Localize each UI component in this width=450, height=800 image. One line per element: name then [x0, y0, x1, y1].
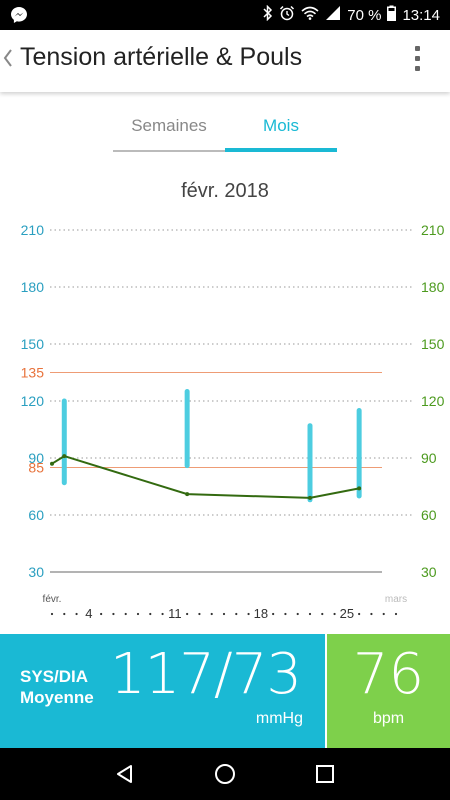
x-day-dot [50, 612, 54, 616]
x-day-dot [198, 612, 201, 616]
x-day-dot [272, 612, 275, 616]
right-axis-tick-label: 150 [421, 336, 445, 352]
x-day-dot [247, 612, 250, 616]
right-axis-tick-label: 90 [421, 450, 437, 466]
pulse-point [50, 461, 54, 466]
bp-average-value: 117/73 [109, 642, 302, 707]
bp-label-line2: Moyenne [20, 688, 94, 707]
pulse-point [62, 454, 67, 459]
messenger-icon [10, 6, 28, 24]
system-nav-bar [0, 748, 450, 800]
x-day-dot [235, 612, 238, 616]
x-start-label: févr. [43, 594, 62, 605]
bp-pulse-chart: 135 85 30 60 90 120 150 180 210 30 60 90 120 150 180 21… [21, 222, 445, 621]
bp-label-line1: SYS/DIA [20, 667, 89, 686]
more-vert-icon[interactable] [412, 46, 422, 76]
x-day-dot [358, 612, 361, 616]
x-day-dot [100, 612, 103, 616]
x-day-dot [394, 612, 398, 616]
pulse-line [51, 455, 360, 499]
left-axis-tick-label: 150 [21, 336, 45, 352]
home-circle-icon[interactable] [195, 748, 255, 800]
month-title: févr. 2018 [181, 180, 269, 202]
left-axis-tick-label: 180 [21, 279, 45, 295]
pulse-unit: bpm [372, 710, 405, 727]
x-day-dot [186, 612, 189, 616]
threshold-label: 135 [21, 365, 45, 381]
x-day-dot [75, 612, 78, 616]
tab-weeks[interactable]: Semaines [113, 112, 225, 152]
recents-square-icon[interactable] [295, 748, 355, 800]
bluetooth-icon [263, 4, 273, 25]
x-day-dot [382, 612, 385, 616]
right-axis-tick-label: 180 [421, 279, 445, 295]
pulse-point [308, 495, 312, 500]
x-day-dot [124, 612, 127, 616]
threshold-label: 85 [28, 460, 44, 476]
x-day-dot [321, 612, 324, 616]
bp-unit: mmHg [255, 710, 303, 727]
signal-icon [325, 5, 341, 25]
left-axis-tick-label: 210 [21, 222, 45, 238]
chevron-left-icon[interactable] [0, 48, 16, 76]
x-day-dot [112, 612, 115, 616]
x-tick-label: 25 [340, 606, 354, 621]
pulse-point [185, 492, 190, 497]
left-axis-tick-label: 120 [21, 393, 45, 409]
x-tick-label: 11 [168, 606, 182, 621]
x-day-dot [308, 612, 312, 616]
x-day-dot [296, 612, 299, 616]
right-axis-tick-label: 60 [421, 507, 437, 523]
x-day-dot [284, 612, 287, 616]
x-day-dot [222, 612, 226, 616]
left-axis-tick-label: 90 [28, 450, 44, 466]
x-day-dot [210, 612, 213, 616]
x-end-label: mars [385, 594, 407, 605]
x-day-dot [370, 612, 373, 616]
x-day-dot [63, 612, 66, 616]
pulse-average-value: 76 [352, 642, 425, 707]
right-axis-tick-label: 30 [421, 564, 437, 580]
x-day-dot [149, 612, 152, 616]
bp-summary-panel: SYS/DIA Moyenne 117/73 mmHg [0, 634, 325, 748]
bp-summary-label: SYS/DIA Moyenne [20, 666, 94, 708]
back-triangle-icon[interactable] [95, 748, 155, 800]
alarm-icon [279, 5, 295, 25]
app-bar: Tension artérielle & Pouls [0, 30, 450, 92]
x-day-dot [161, 612, 164, 616]
left-axis-tick-label: 60 [28, 507, 44, 523]
left-axis-tick-label: 30 [28, 564, 44, 580]
battery-icon [387, 5, 397, 25]
x-day-dot [136, 612, 140, 616]
status-bar: 70 % 13:14 [0, 0, 450, 30]
period-tabs: Semaines Mois [113, 112, 337, 152]
right-axis-tick-label: 210 [421, 222, 445, 238]
right-axis-tick-label: 120 [421, 393, 445, 409]
x-day-dot [333, 612, 336, 616]
pulse-summary-panel: 76 bpm [327, 634, 450, 748]
x-tick-label: 18 [254, 606, 268, 621]
pulse-point [357, 486, 362, 491]
x-tick-label: 4 [85, 606, 92, 621]
page-title: Tension artérielle & Pouls [20, 43, 303, 71]
clock-text: 13:14 [402, 6, 440, 24]
battery-text: 70 % [347, 6, 382, 24]
wifi-icon [301, 6, 319, 24]
tab-month[interactable]: Mois [225, 112, 337, 152]
